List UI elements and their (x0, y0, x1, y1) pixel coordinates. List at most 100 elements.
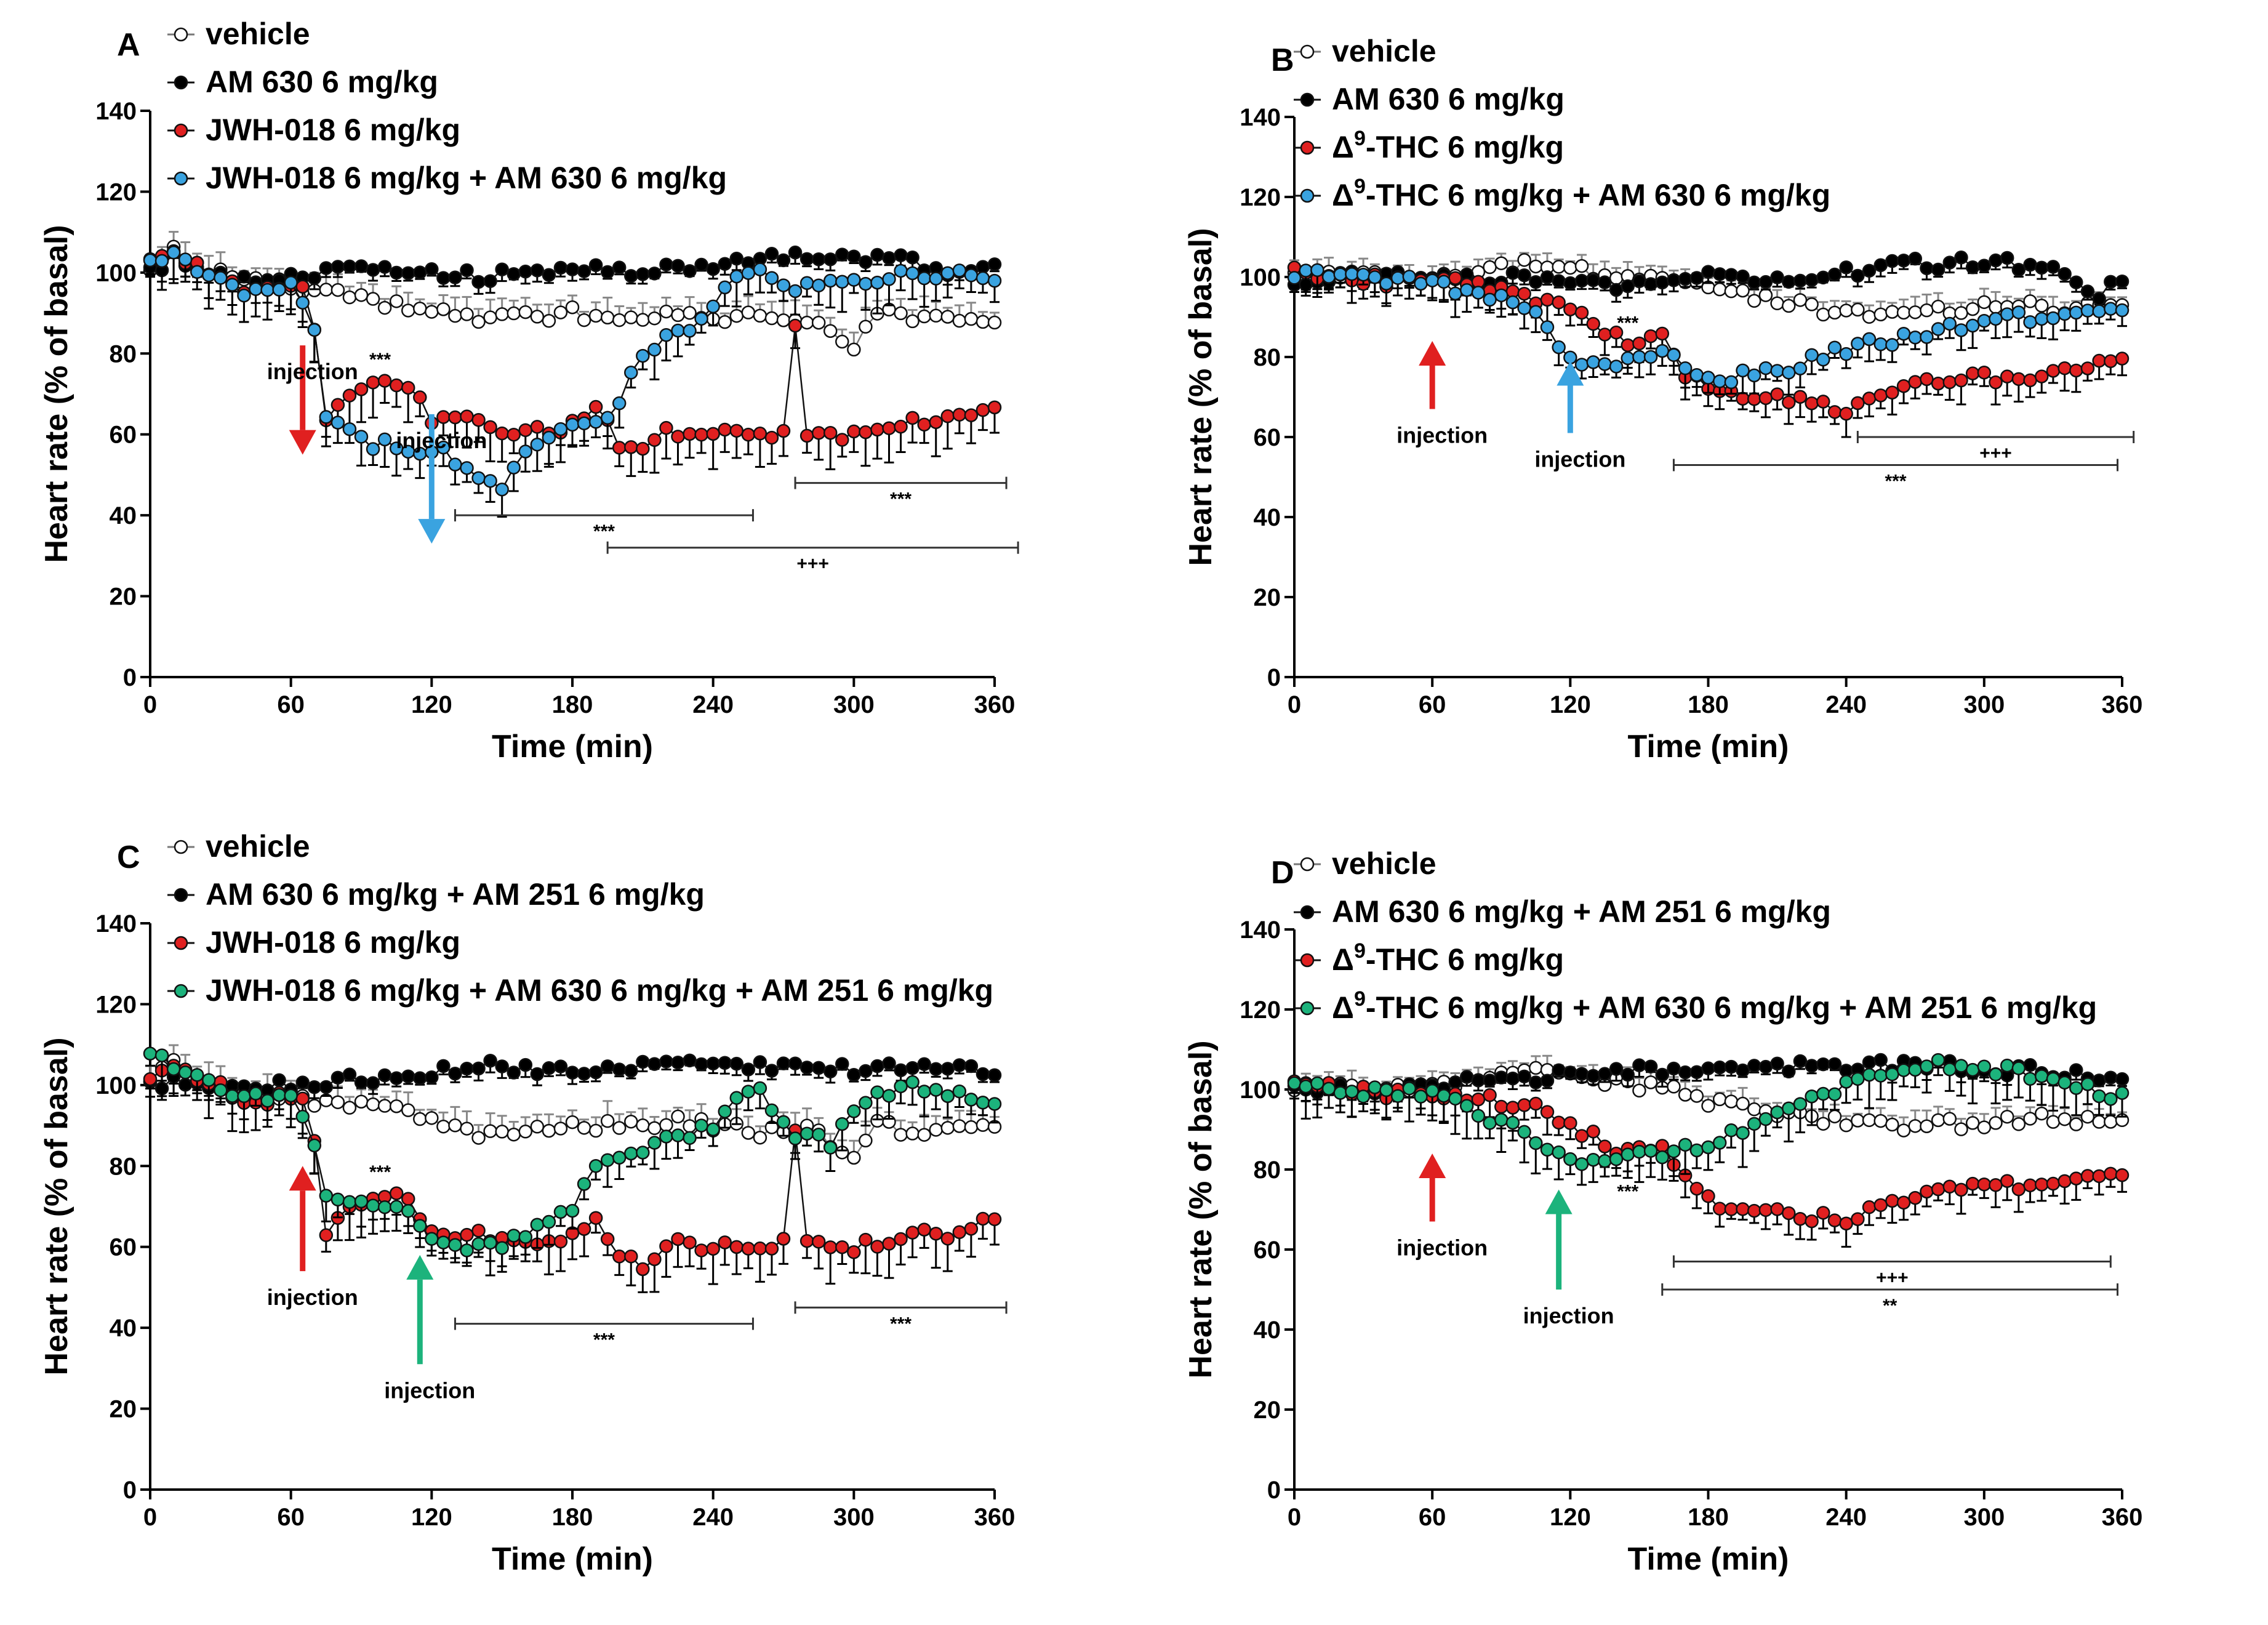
data-point (1529, 305, 1543, 319)
series-2 (1287, 260, 2130, 438)
y-tick-label: 0 (1267, 1477, 1281, 1504)
data-point (647, 1057, 662, 1071)
data-point (495, 307, 509, 321)
data-point (718, 1056, 732, 1070)
data-point (1770, 364, 1784, 378)
data-point (636, 1118, 650, 1133)
data-point (1724, 1094, 1739, 1109)
data-point (483, 1053, 497, 1068)
data-point (624, 269, 638, 283)
data-point (295, 1075, 310, 1089)
data-point (1862, 1200, 1877, 1214)
data-point (1942, 1112, 1957, 1126)
data-point (1529, 1075, 1543, 1089)
data-point (987, 315, 1002, 330)
data-point (718, 280, 732, 295)
data-point (788, 318, 803, 333)
data-point (1942, 1062, 1957, 1077)
data-point (1920, 372, 1934, 387)
data-point (636, 1054, 650, 1069)
y-tick-label: 80 (1254, 1157, 1281, 1184)
data-point (1839, 1118, 1853, 1133)
data-point (1782, 1064, 1796, 1078)
data-point (835, 1117, 849, 1131)
data-point (776, 1232, 791, 1246)
data-point (729, 269, 744, 284)
data-point (882, 421, 896, 435)
annotation: *** (369, 350, 391, 370)
data-point (354, 430, 369, 444)
data-point (1655, 1139, 1670, 1153)
data-point (987, 400, 1002, 415)
data-point (659, 328, 673, 342)
data-point (460, 1227, 474, 1242)
injection-label: injection (267, 1285, 358, 1310)
data-point (2034, 1178, 2049, 1192)
data-point (659, 1118, 673, 1132)
data-point (1678, 1065, 1693, 1080)
data-point (1632, 1083, 1646, 1098)
data-point (917, 1085, 931, 1099)
data-point (214, 271, 228, 285)
data-point (2115, 303, 2130, 318)
legend-marker (174, 171, 188, 186)
data-point (331, 283, 345, 297)
data-point (2092, 292, 2106, 306)
data-point (753, 1130, 767, 1145)
data-point (964, 1120, 979, 1134)
y-tick-label: 60 (1254, 1237, 1281, 1264)
data-point (1321, 1081, 1336, 1096)
data-point (1517, 1098, 1531, 1112)
data-point (847, 1245, 861, 1259)
data-point (659, 420, 673, 435)
injection-arrow-head (1545, 1189, 1573, 1214)
legend-entry: Δ9-THC 6 mg/kg (1332, 939, 1564, 977)
legend-marker (174, 888, 188, 902)
data-point (1908, 1119, 1922, 1133)
data-point (2104, 354, 2118, 369)
data-point (425, 1111, 439, 1125)
injection-label: injection (396, 428, 487, 453)
data-point (2069, 363, 2083, 378)
data-point (870, 1085, 884, 1099)
data-point (987, 1097, 1002, 1111)
data-point (2080, 361, 2095, 375)
data-point (671, 259, 685, 273)
x-tick-label: 60 (277, 1504, 305, 1531)
data-point (929, 308, 943, 323)
data-point (483, 474, 497, 488)
data-point (1770, 1056, 1784, 1071)
data-point (1827, 405, 1842, 419)
data-point (460, 1243, 474, 1258)
data-point (987, 1068, 1002, 1083)
legend-marker (1300, 188, 1315, 203)
significance-label: *** (593, 1330, 615, 1350)
data-point (1483, 1073, 1497, 1088)
data-point (741, 266, 756, 280)
data-point (2023, 315, 2037, 329)
data-point (694, 257, 708, 272)
data-point (776, 1056, 791, 1070)
data-point (894, 1232, 908, 1246)
data-point (295, 295, 310, 310)
data-point (636, 441, 650, 456)
data-point (683, 1235, 697, 1250)
data-point (1770, 1105, 1784, 1120)
chart-panel-b: B 0 20 40 60 80 100 120 140 0 60 120 180 240 300 360 Tim… (1183, 34, 2142, 764)
data-point (413, 265, 427, 279)
annotation: *** (1617, 313, 1638, 334)
data-point (2011, 1061, 2026, 1075)
significance-label: +++ (796, 554, 829, 574)
injection-label: injection (1534, 447, 1625, 472)
injection-label: injection (1396, 1235, 1488, 1261)
data-point (1494, 288, 1509, 303)
data-point (1632, 1144, 1646, 1159)
data-point (905, 266, 920, 281)
data-point (1931, 376, 1945, 391)
data-point (1965, 1176, 1980, 1191)
data-point (1598, 357, 1612, 371)
data-point (764, 1242, 779, 1256)
x-tick-label: 180 (552, 691, 593, 718)
data-point (553, 1205, 568, 1219)
data-point (1805, 1059, 1819, 1073)
